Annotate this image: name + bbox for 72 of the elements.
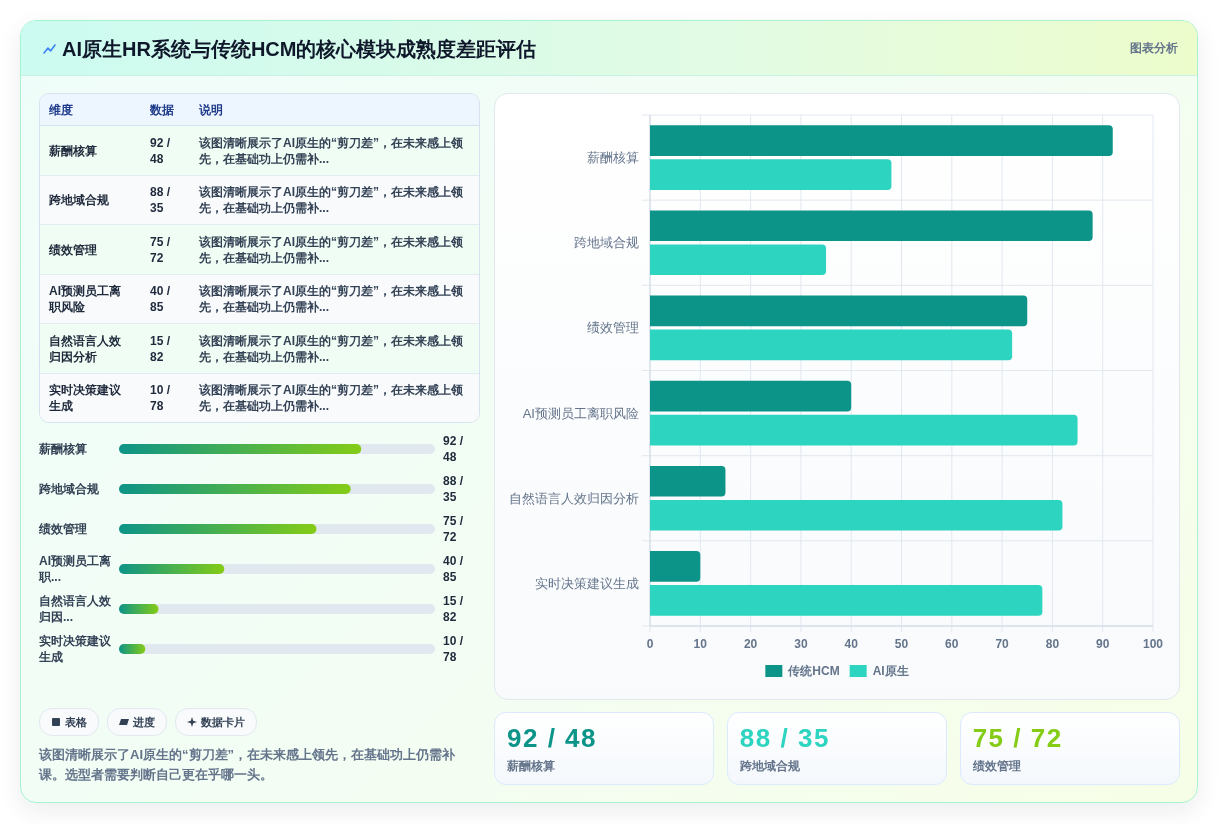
bar	[650, 295, 1028, 327]
bar	[650, 210, 1093, 242]
text: 进度	[133, 714, 155, 730]
legend-label: 传统HCM	[787, 664, 840, 678]
text: 该图清晰展示了AI原生的“剪刀差”，在未来感上领先，在基础功上仍需补课。选型者需要判断自己更在乎哪一头。	[39, 746, 456, 784]
text: 该图清晰展示了AI原生的“剪刀差”，在未来感上领先，在基础功上仍需补...	[199, 134, 464, 167]
text: 该图清晰展示了AI原生的“剪刀差”，在未来感上领先，在基础功上仍需补...	[199, 233, 464, 266]
data-label: 15 / 82	[443, 593, 464, 625]
category-label: 绩效管理	[972, 758, 1021, 775]
x-tick-label: 20	[743, 637, 758, 651]
bar	[119, 644, 146, 654]
y-tick-label: 绩效管理	[39, 521, 87, 537]
data-label: 75 / 72	[443, 513, 464, 545]
x-tick-label: 30	[794, 637, 808, 651]
y-tick-label: 绩效管理	[587, 320, 639, 336]
text: 图表分析	[1130, 40, 1178, 56]
bar	[650, 551, 701, 582]
text: 15 / 82	[150, 333, 171, 364]
bar	[650, 244, 827, 276]
text: 88 / 35	[739, 723, 830, 753]
x-tick-label: 0	[646, 637, 654, 651]
data-label: 92 / 48	[443, 433, 464, 465]
text: 40 / 85	[150, 284, 171, 315]
bar	[650, 125, 1113, 156]
category-label: 薪酬核算	[507, 758, 555, 775]
bar	[650, 465, 726, 497]
bar	[650, 585, 1043, 616]
y-tick-label: 实时决策建议生成	[535, 575, 639, 591]
text: 数据卡片	[201, 714, 245, 730]
text: 该图清晰展示了AI原生的“剪刀差”，在未来感上领先，在基础功上仍需补...	[199, 184, 464, 217]
y-tick-label: 跨地域合规	[574, 235, 639, 251]
text: 维度	[49, 102, 73, 118]
data-label: 10 / 78	[443, 633, 464, 665]
text: 该图清晰展示了AI原生的“剪刀差”，在未来感上领先，在基础功上仍需补...	[199, 382, 464, 415]
text: 10 / 78	[150, 383, 171, 414]
x-tick-label: 60	[945, 637, 959, 651]
text: 说明	[199, 102, 223, 118]
bar	[119, 604, 159, 614]
text: 该图清晰展示了AI原生的“剪刀差”，在未来感上领先，在基础功上仍需补...	[199, 283, 464, 316]
bar	[650, 414, 1078, 446]
bar	[650, 159, 892, 190]
bar	[650, 499, 1063, 531]
x-tick-label: 80	[1045, 637, 1060, 651]
data-label: 88 / 35	[443, 473, 464, 505]
text: 75 / 72	[150, 234, 171, 265]
y-tick-label: AI预测员工离职...	[39, 553, 111, 585]
text: 88 / 35	[150, 185, 171, 216]
x-tick-label: 10	[693, 637, 708, 651]
x-tick-label: 90	[1096, 637, 1110, 651]
x-tick-label: 40	[844, 637, 859, 651]
text: AI原生HR系统与传统HCM的核心模块成熟度差距评估	[62, 37, 537, 62]
y-tick-label: 实时决策建议生成	[39, 633, 111, 665]
data-label: 40 / 85	[443, 553, 464, 585]
text: 92 / 48	[150, 135, 171, 166]
y-tick-label: 跨地域合规	[39, 481, 99, 497]
text: 数据	[150, 102, 174, 118]
legend-label: AI原生	[872, 664, 909, 678]
text: 表格	[65, 714, 87, 730]
x-tick-label: 100	[1142, 637, 1164, 651]
bar	[650, 329, 1013, 361]
y-tick-label: 薪酬核算	[587, 150, 639, 166]
y-tick-label: 自然语言人效归因...	[39, 593, 111, 625]
text: 该图清晰展示了AI原生的“剪刀差”，在未来感上领先，在基础功上仍需补...	[199, 332, 464, 365]
bar	[650, 380, 852, 412]
category-label: 跨地域合规	[739, 758, 800, 775]
x-tick-label: 70	[995, 637, 1010, 651]
text: 75 / 72	[972, 723, 1063, 753]
text: 92 / 48	[507, 723, 598, 753]
x-tick-label: 50	[894, 637, 909, 651]
y-tick-label: 自然语言人效归因分析	[509, 490, 639, 506]
y-tick-label: AI预测员工离职风险	[522, 405, 639, 421]
y-tick-label: 薪酬核算	[39, 441, 87, 457]
